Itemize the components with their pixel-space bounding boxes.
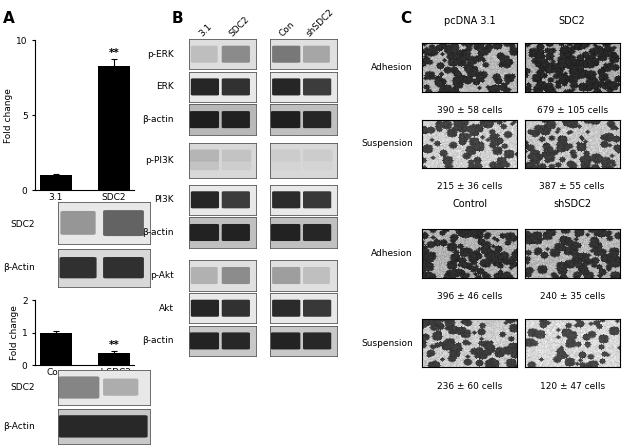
Text: 387 ± 55 cells: 387 ± 55 cells [540,182,605,191]
FancyBboxPatch shape [103,379,138,396]
FancyBboxPatch shape [303,332,332,349]
Bar [98,353,130,365]
Text: Suspension: Suspension [361,339,413,348]
Text: β-Actin: β-Actin [3,263,35,272]
Text: Akt: Akt [159,304,174,313]
FancyBboxPatch shape [189,160,219,170]
Text: B: B [172,11,183,26]
Text: Adhesion: Adhesion [371,249,413,258]
FancyBboxPatch shape [189,224,219,241]
FancyBboxPatch shape [272,46,300,63]
Text: p-Akt: p-Akt [150,271,174,280]
FancyBboxPatch shape [221,78,250,95]
FancyBboxPatch shape [221,332,250,349]
Text: SDC2: SDC2 [559,16,586,26]
FancyBboxPatch shape [189,332,219,349]
FancyBboxPatch shape [303,160,333,170]
FancyBboxPatch shape [272,191,300,208]
FancyBboxPatch shape [303,224,332,241]
FancyBboxPatch shape [303,300,332,317]
Text: SDC2: SDC2 [11,220,35,228]
FancyBboxPatch shape [271,150,300,161]
Y-axis label: Fold change: Fold change [4,88,13,143]
FancyBboxPatch shape [271,111,300,128]
Text: Suspension: Suspension [361,139,413,148]
FancyBboxPatch shape [191,46,218,63]
Text: ERK: ERK [156,82,174,91]
FancyBboxPatch shape [303,78,332,95]
FancyBboxPatch shape [103,210,144,236]
Text: **: ** [109,47,119,58]
FancyBboxPatch shape [221,267,250,284]
FancyBboxPatch shape [221,111,250,128]
FancyBboxPatch shape [303,111,332,128]
FancyBboxPatch shape [221,46,250,63]
Text: p-ERK: p-ERK [147,50,174,59]
FancyBboxPatch shape [303,267,330,284]
Text: p-PI3K: p-PI3K [145,156,174,165]
FancyBboxPatch shape [189,111,219,128]
FancyBboxPatch shape [58,376,99,399]
Text: β-actin: β-actin [143,336,174,345]
FancyBboxPatch shape [221,191,250,208]
FancyBboxPatch shape [303,150,333,161]
Text: β-actin: β-actin [143,228,174,237]
Y-axis label: Fold change: Fold change [10,305,19,360]
Text: 396 ± 46 cells: 396 ± 46 cells [437,292,502,301]
FancyBboxPatch shape [60,257,97,278]
Text: 3.1: 3.1 [197,22,214,38]
FancyBboxPatch shape [272,300,300,317]
Text: 120 ± 47 cells: 120 ± 47 cells [540,382,605,391]
Text: β-actin: β-actin [143,115,174,124]
FancyBboxPatch shape [191,191,219,208]
Text: shSDC2: shSDC2 [553,199,591,209]
Text: shSDC2: shSDC2 [305,7,336,38]
Bar [40,332,72,365]
FancyBboxPatch shape [103,257,144,278]
Text: β-Actin: β-Actin [3,422,35,431]
Text: Control: Control [452,199,487,209]
FancyBboxPatch shape [271,224,300,241]
Text: 215 ± 36 cells: 215 ± 36 cells [437,182,502,191]
FancyBboxPatch shape [221,160,252,170]
FancyBboxPatch shape [191,300,219,317]
Text: 390 ± 58 cells: 390 ± 58 cells [437,106,502,115]
Bar [98,66,130,190]
FancyBboxPatch shape [271,332,300,349]
FancyBboxPatch shape [271,160,300,170]
Text: 236 ± 60 cells: 236 ± 60 cells [437,382,502,391]
Bar [40,176,72,190]
FancyBboxPatch shape [221,300,250,317]
FancyBboxPatch shape [58,415,148,438]
Text: SDC2: SDC2 [11,383,35,392]
Text: PI3K: PI3K [154,195,174,204]
FancyBboxPatch shape [191,267,218,284]
Text: pcDNA 3.1: pcDNA 3.1 [444,16,495,26]
Text: Adhesion: Adhesion [371,63,413,72]
FancyBboxPatch shape [221,224,250,241]
FancyBboxPatch shape [221,150,252,161]
FancyBboxPatch shape [60,211,95,235]
Text: C: C [400,11,411,26]
FancyBboxPatch shape [272,267,300,284]
Text: A: A [3,11,15,26]
Text: 679 ± 105 cells: 679 ± 105 cells [536,106,608,115]
Text: **: ** [109,340,119,350]
FancyBboxPatch shape [189,150,219,161]
FancyBboxPatch shape [303,191,332,208]
FancyBboxPatch shape [272,78,300,95]
Text: Con: Con [278,19,296,38]
FancyBboxPatch shape [191,78,219,95]
Text: 240 ± 35 cells: 240 ± 35 cells [540,292,605,301]
Text: SDC2: SDC2 [227,14,251,38]
FancyBboxPatch shape [303,46,330,63]
